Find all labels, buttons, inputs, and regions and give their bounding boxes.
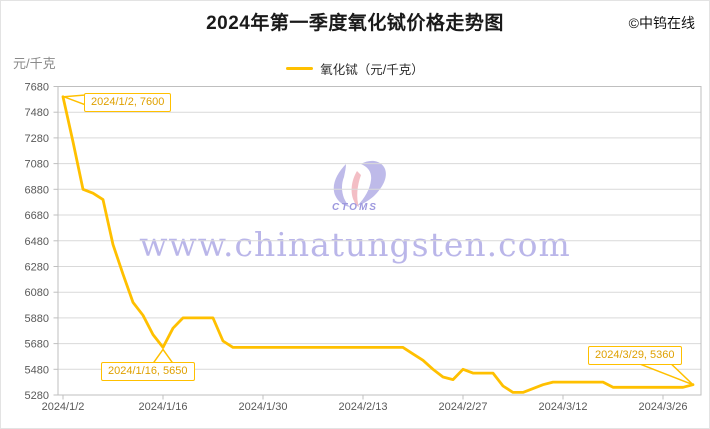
y-tick-label: 6080	[25, 287, 49, 299]
x-tick-label: 2024/1/2	[42, 401, 85, 413]
data-label-callout: 2024/1/16, 5650	[101, 361, 195, 381]
page-title: 2024年第一季度氧化铽价格走势图	[206, 13, 504, 34]
x-tick-label: 2024/1/16	[139, 401, 188, 413]
data-label-callout: 2024/3/29, 5360	[588, 346, 682, 366]
y-tick-label: 6480	[25, 236, 49, 248]
x-tick-label: 2024/3/26	[639, 401, 688, 413]
x-tick-label: 2024/2/13	[339, 401, 388, 413]
y-tick-label: 7480	[25, 107, 49, 119]
watermark-logo-text: CTOMS	[332, 202, 378, 213]
logo-left-flame	[333, 164, 350, 207]
y-tick-label: 6680	[25, 210, 49, 222]
y-tick-label: 6280	[25, 262, 49, 274]
x-tick-label: 2024/3/12	[539, 401, 588, 413]
legend-series-label: 氧化铽（元/千克）	[320, 63, 424, 77]
logo-right-flame	[357, 160, 386, 206]
y-axis-unit-label: 元/千克	[13, 56, 56, 71]
y-tick-label: 7280	[25, 133, 49, 145]
y-tick-label: 7080	[25, 159, 49, 171]
y-tick-label: 5280	[25, 390, 49, 402]
watermark-url-text: www.chinatungsten.com	[139, 225, 571, 264]
callout-pointer	[638, 362, 694, 386]
x-tick-label: 2024/2/27	[439, 401, 488, 413]
copyright-label: ©中钨在线	[628, 15, 695, 31]
y-tick-label: 5880	[25, 313, 49, 325]
legend-line-swatch	[286, 66, 314, 71]
y-tick-label: 5680	[25, 339, 49, 351]
legend: 氧化铽（元/千克）	[1, 59, 709, 78]
y-tick-label: 5480	[25, 364, 49, 376]
price-line-series	[61, 95, 695, 394]
y-tick-label: 7680	[25, 82, 49, 94]
plot-border	[57, 86, 702, 396]
y-tick-label: 6880	[25, 184, 49, 196]
x-tick-label: 2024/1/30	[239, 401, 288, 413]
data-label-callout: 2024/1/2, 7600	[84, 93, 172, 113]
